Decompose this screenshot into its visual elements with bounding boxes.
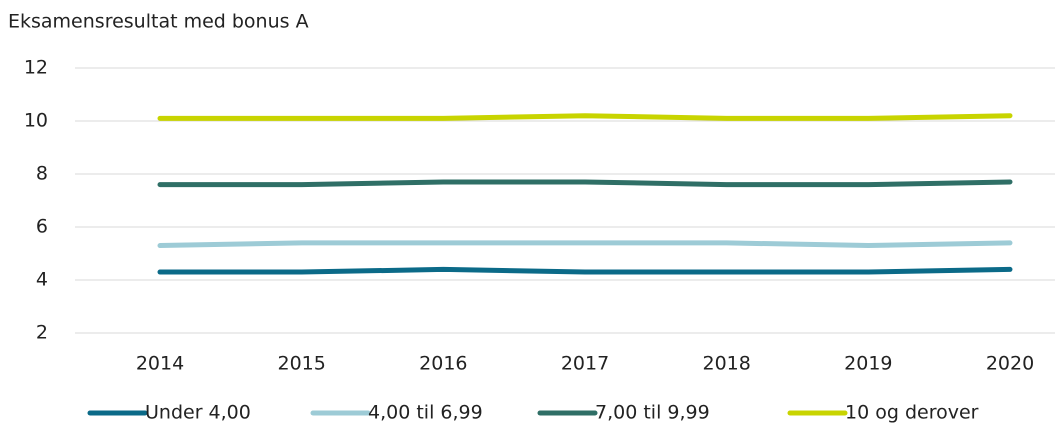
y-tick-label: 6: [36, 216, 48, 238]
y-tick-label: 4: [36, 269, 48, 291]
x-tick-label: 2018: [702, 353, 750, 375]
x-tick-label: 2019: [844, 353, 892, 375]
y-tick-label: 2: [36, 322, 48, 344]
series-line: [157, 113, 1013, 121]
x-tick-label: 2015: [277, 353, 325, 375]
legend-label: 10 og derover: [845, 402, 979, 424]
y-tick-label: 8: [36, 163, 48, 185]
legend-label: 7,00 til 9,99: [595, 402, 710, 424]
y-tick-label: 10: [24, 110, 48, 132]
legend-label: 4,00 til 6,99: [368, 402, 483, 424]
x-tick-label: 2014: [136, 353, 184, 375]
x-tick-label: 2020: [986, 353, 1034, 375]
chart-title: Eksamensresultat med bonus A: [8, 11, 309, 33]
x-tick-label: 2017: [561, 353, 609, 375]
y-tick-label: 12: [24, 57, 48, 79]
series-line: [157, 266, 1013, 275]
legend-label: Under 4,00: [145, 402, 251, 424]
x-tick-label: 2016: [419, 353, 467, 375]
series-line: [157, 179, 1013, 188]
series-line: [157, 240, 1013, 249]
